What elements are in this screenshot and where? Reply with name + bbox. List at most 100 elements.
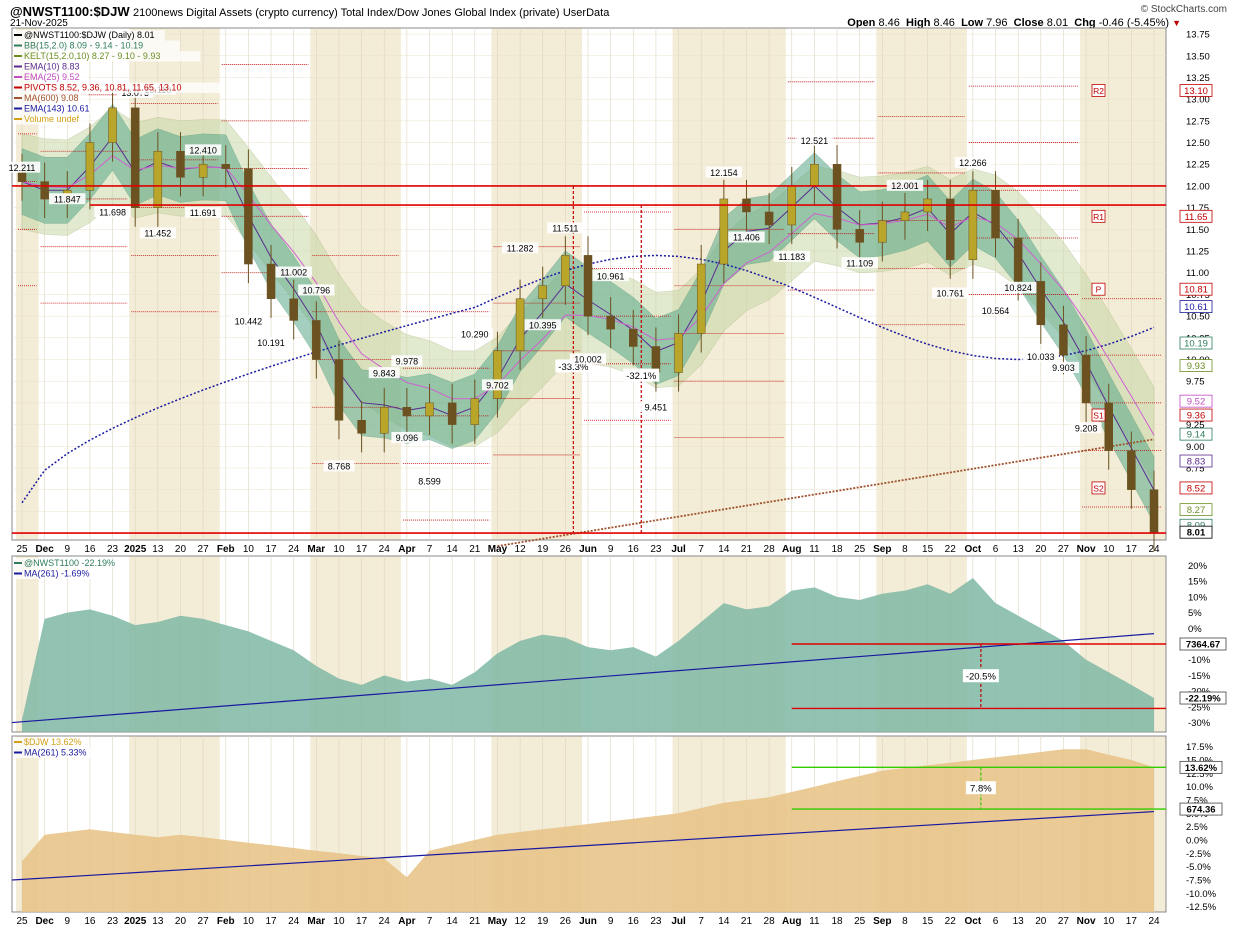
price-legend-text: EMA(25) 9.52 xyxy=(24,72,80,82)
x-tick-label: 14 xyxy=(718,544,730,555)
x-tick-label: 7 xyxy=(698,544,704,555)
candle-body xyxy=(357,419,366,434)
month-shade xyxy=(129,28,220,540)
price-annotation: 12.211 xyxy=(9,163,36,173)
price-annotation-bg xyxy=(841,257,878,269)
open-label: Open xyxy=(847,17,876,29)
relative2-y-tick-label: 10.0% xyxy=(1186,782,1213,793)
x-tick-label: 19 xyxy=(537,544,549,555)
price-annotation: 12.266 xyxy=(959,158,987,168)
relative1-legend-text: @NWST1100 -22.19% xyxy=(24,558,115,568)
x-tick-label: 20 xyxy=(175,916,187,927)
x-tick-label: 18 xyxy=(831,544,843,555)
high-value: 8.46 xyxy=(933,17,955,29)
x-tick-label: 13 xyxy=(152,544,164,555)
relative1-annotation-bg xyxy=(962,669,999,683)
pivot-label-box xyxy=(1091,209,1106,223)
chg-label: Chg xyxy=(1074,17,1096,29)
drawdown-label: -33.3% xyxy=(558,362,589,373)
price-annotation-bg xyxy=(524,319,561,331)
candle-body xyxy=(606,315,615,330)
x-tick-label: 11 xyxy=(809,544,820,555)
x-tick-label: 6 xyxy=(993,544,999,555)
price-annotation: 10.395 xyxy=(529,320,557,330)
candle-body xyxy=(1059,324,1068,356)
x-tick-label: Oct xyxy=(965,916,982,927)
ohlc-readout: Open 8.46 High 8.46 Low 7.96 Close 8.01 … xyxy=(847,17,1181,29)
x-tick-label: 23 xyxy=(107,916,119,927)
symbol-description: 2100news Digital Assets (crypto currency… xyxy=(132,7,560,19)
x-tick-label: Sep xyxy=(873,544,891,555)
price-annotation-bg xyxy=(886,179,924,191)
price-annotation-bg xyxy=(368,367,400,379)
x-tick-label: 10 xyxy=(243,544,255,555)
candle-body xyxy=(561,255,570,286)
relative2-legend-bg xyxy=(13,747,94,758)
x-tick-label: 28 xyxy=(764,916,776,927)
x-tick-label: 15 xyxy=(922,916,934,927)
candle-body xyxy=(991,190,1000,239)
axis-value-tag-label: 10.81 xyxy=(1184,285,1208,296)
price-legend-bg xyxy=(13,40,180,51)
x-tick-label: 19 xyxy=(537,916,549,927)
x-tick-label: 24 xyxy=(379,544,391,555)
panel-frame xyxy=(11,27,1167,541)
axis-value-tag-label: 10.19 xyxy=(1184,339,1208,350)
price-annotation-bg xyxy=(796,134,833,146)
x-tick-label: 17 xyxy=(356,544,368,555)
relative1-legend-bg xyxy=(13,568,99,579)
price-annotation: 10.033 xyxy=(1027,352,1055,362)
price-y-tick-label: 11.25 xyxy=(1186,247,1209,258)
x-tick-label: 25 xyxy=(854,916,866,927)
axis-value-tag xyxy=(1179,427,1213,441)
relative1-legend-text: MA(261) -1.69% xyxy=(24,569,90,579)
x-tick-label: 17 xyxy=(1126,544,1138,555)
price-annotation: 11.282 xyxy=(507,243,534,253)
x-tick-label: 21 xyxy=(469,544,481,555)
price-annotation-bg xyxy=(230,315,267,327)
relative1-axis-tag xyxy=(1179,691,1227,705)
relative2-y-tick-label: -10.0% xyxy=(1186,889,1217,900)
price-legend-bg xyxy=(13,103,99,114)
candle-body xyxy=(198,163,208,178)
x-tick-label: 12 xyxy=(515,544,527,555)
relative1-axis-tag-label: 7364.67 xyxy=(1186,640,1220,651)
relative2-y-tick-label: 7.5% xyxy=(1186,796,1208,807)
axis-value-tag-label: 9.93 xyxy=(1187,361,1206,372)
relative1-y-tick-label: 10% xyxy=(1188,592,1208,603)
price-annotation: 10.824 xyxy=(1004,283,1032,293)
axis-value-tag-label: 13.10 xyxy=(1184,86,1208,97)
x-tick-label: 23 xyxy=(650,544,662,555)
candle-body xyxy=(266,263,276,300)
candle-body xyxy=(402,406,412,417)
relative2-annotation-bg xyxy=(965,781,996,795)
x-tick-label: 10 xyxy=(1103,916,1115,927)
x-tick-label: 9 xyxy=(64,916,70,927)
price-annotation: 11.002 xyxy=(280,268,307,278)
relative1-area xyxy=(22,578,1154,732)
price-annotation: 8.768 xyxy=(328,462,351,472)
candle-body xyxy=(17,172,27,182)
pivot-label: P xyxy=(1096,285,1102,295)
candle-body xyxy=(108,107,117,143)
price-annotation-bg xyxy=(184,206,222,218)
candle-body xyxy=(334,359,344,421)
price-annotation-bg xyxy=(456,328,493,340)
axis-value-tag-label: 8.52 xyxy=(1187,483,1206,494)
relative1-axis-tag xyxy=(1179,637,1227,651)
x-tick-label: 26 xyxy=(560,544,572,555)
price-annotation-bg xyxy=(414,475,446,487)
down-triangle-icon: ▼ xyxy=(1172,18,1181,28)
chart-date: 21-Nov-2025 xyxy=(10,18,68,29)
price-annotation-bg xyxy=(640,401,672,413)
relative2-y-tick-label: 17.5% xyxy=(1186,742,1213,753)
x-tick-label: 8 xyxy=(902,916,908,927)
price-y-tick-label: 12.75 xyxy=(1186,116,1210,127)
pivot-label-box xyxy=(1091,84,1106,97)
relative2-legend-text: $DJW 13.62% xyxy=(24,737,82,747)
x-tick-label: 16 xyxy=(84,544,96,555)
brand-watermark: © StockCharts.com xyxy=(1140,4,1227,15)
axis-value-tag xyxy=(1179,336,1213,350)
close-value: 8.01 xyxy=(1046,17,1069,29)
